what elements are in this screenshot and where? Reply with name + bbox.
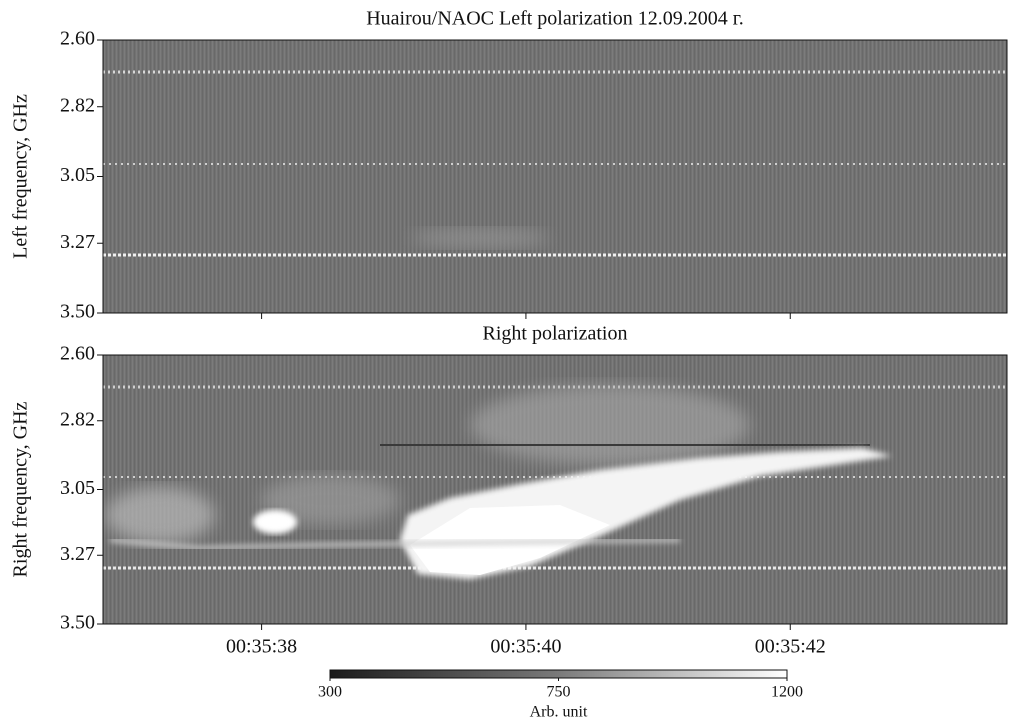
y-axis-label: Right frequency, GHz [10, 401, 32, 577]
y-tick-label: 3.05 [60, 164, 95, 186]
x-tick-label: 00:35:40 [490, 636, 561, 658]
y-axis-label: Left frequency, GHz [10, 94, 32, 259]
colorbar-label: Arb. unit [530, 704, 588, 721]
y-tick-label: 3.50 [60, 612, 95, 634]
y-tick-label: 3.27 [60, 231, 95, 253]
spectrum-image [103, 355, 1007, 624]
colorbar [329, 669, 788, 679]
chart-title: Huairou/NAOC Left polarization 12.09.200… [366, 8, 744, 30]
colorbar-tick-label: 300 [318, 684, 342, 701]
chart-title: Right polarization [483, 323, 628, 345]
spectrum-image [103, 40, 1007, 313]
y-tick-label: 2.82 [60, 408, 95, 430]
y-tick-label: 2.60 [60, 343, 95, 365]
y-tick-label: 3.05 [60, 477, 95, 499]
y-tick-label: 3.27 [60, 543, 95, 565]
x-tick-label: 00:35:38 [226, 636, 297, 658]
y-tick-label: 3.50 [60, 301, 95, 323]
colorbar-tick-label: 1200 [771, 684, 803, 701]
x-tick-label: 00:35:42 [755, 636, 826, 658]
colorbar-tick-label: 750 [547, 684, 571, 701]
y-tick-label: 2.82 [60, 94, 95, 116]
y-tick-label: 2.60 [60, 28, 95, 50]
